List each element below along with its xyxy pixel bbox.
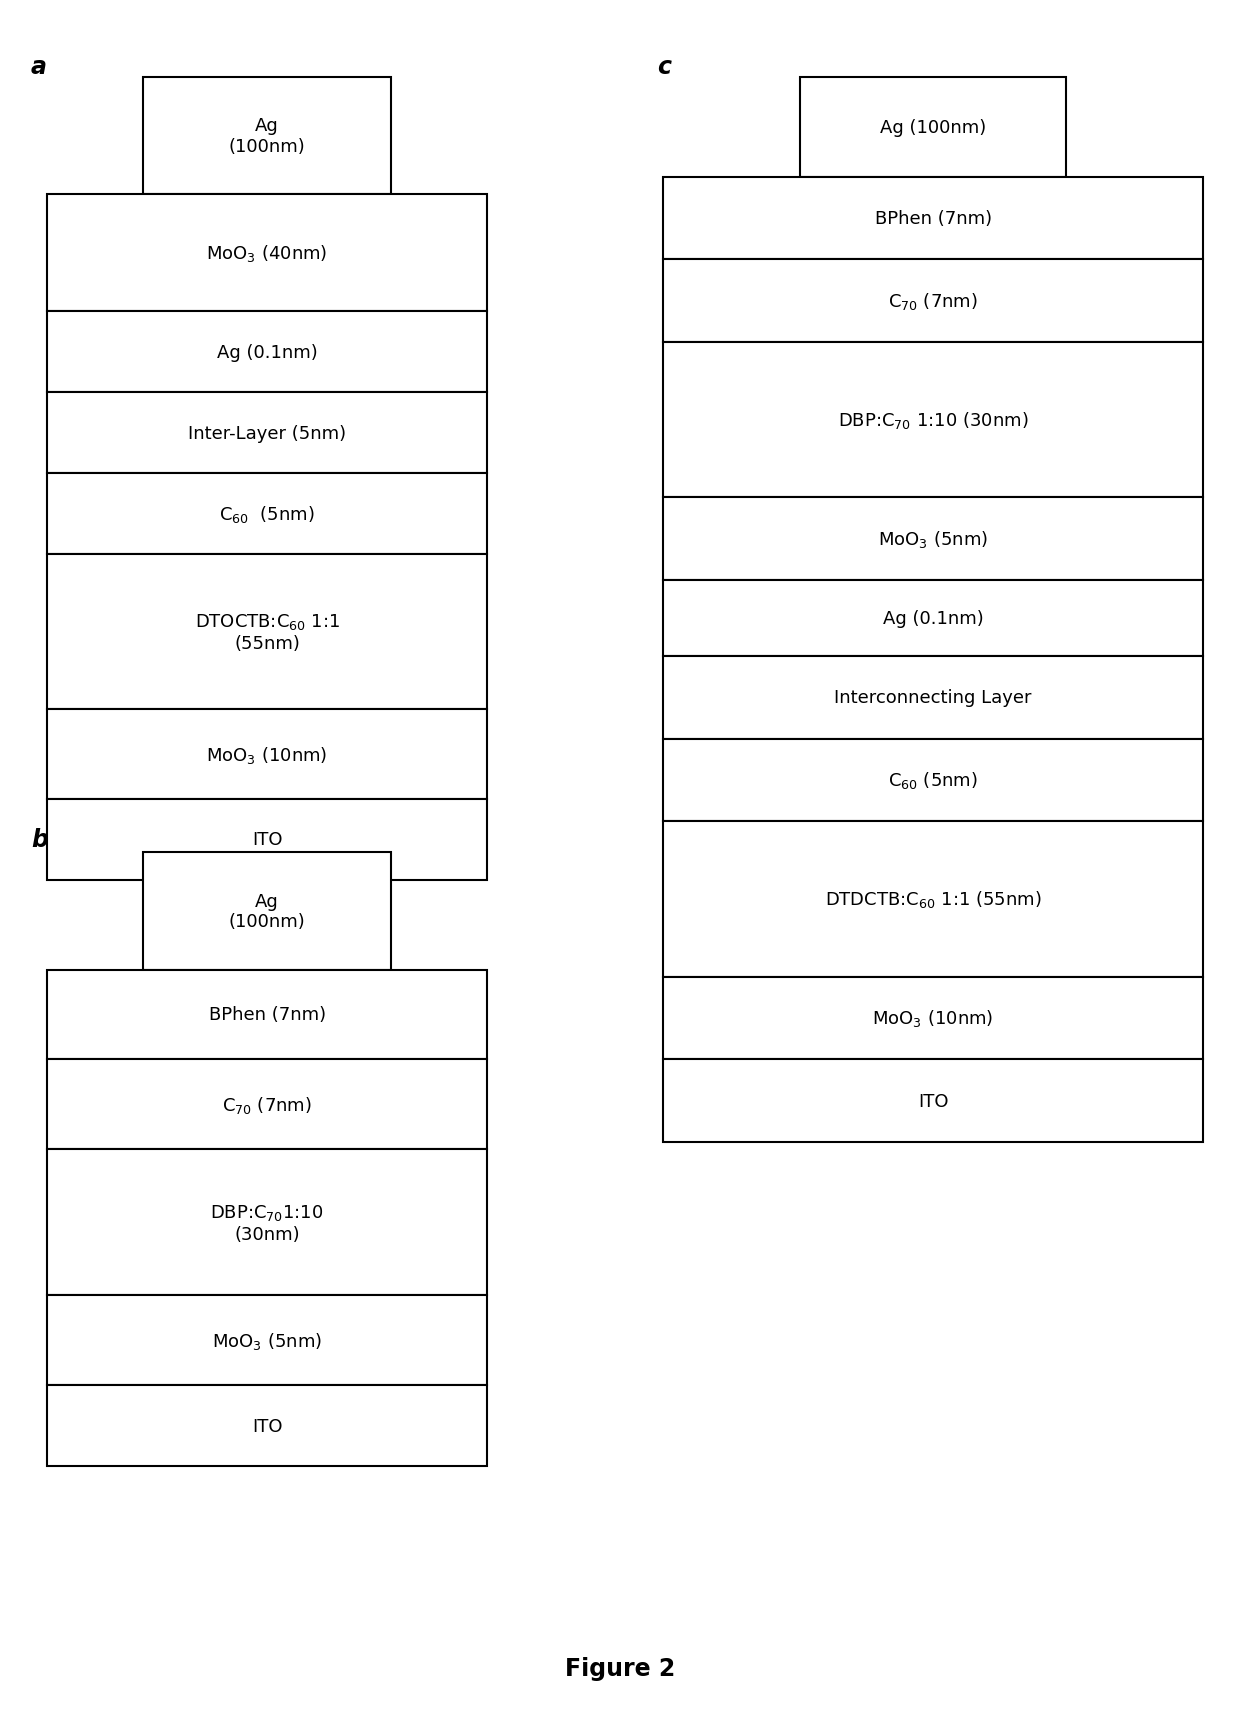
Bar [663, 498, 1203, 581]
Text: C$_{60}$  (5nm): C$_{60}$ (5nm) [219, 503, 315, 526]
Bar [663, 656, 1203, 739]
Text: Ag (100nm): Ag (100nm) [880, 119, 986, 136]
Text: MoO$_3$ (5nm): MoO$_3$ (5nm) [878, 529, 988, 550]
Bar [47, 710, 487, 799]
Text: DBP:C$_{70}$1:10
(30nm): DBP:C$_{70}$1:10 (30nm) [211, 1203, 324, 1242]
Text: BPhen (7nm): BPhen (7nm) [874, 210, 992, 227]
Bar [47, 1149, 487, 1296]
Text: C$_{70}$ (7nm): C$_{70}$ (7nm) [888, 291, 978, 312]
Text: MoO$_3$ (10nm): MoO$_3$ (10nm) [207, 744, 327, 765]
Bar [47, 1060, 487, 1149]
Text: DTDCTB:C$_{60}$ 1:1 (55nm): DTDCTB:C$_{60}$ 1:1 (55nm) [825, 889, 1042, 910]
Bar [143, 78, 391, 195]
Bar [663, 977, 1203, 1060]
Bar [663, 177, 1203, 260]
Text: DBP:C$_{70}$ 1:10 (30nm): DBP:C$_{70}$ 1:10 (30nm) [838, 410, 1028, 431]
Text: BPhen (7nm): BPhen (7nm) [208, 1006, 326, 1023]
Text: b: b [31, 827, 48, 851]
Bar [663, 822, 1203, 977]
Text: c: c [657, 55, 671, 79]
Bar [663, 260, 1203, 343]
Bar [663, 739, 1203, 822]
Bar [47, 1385, 487, 1466]
Text: C$_{60}$ (5nm): C$_{60}$ (5nm) [888, 770, 978, 791]
Bar [143, 853, 391, 970]
Bar [47, 474, 487, 555]
Text: Ag (0.1nm): Ag (0.1nm) [217, 343, 317, 362]
Bar [47, 799, 487, 880]
Text: MoO$_3$ (5nm): MoO$_3$ (5nm) [212, 1330, 322, 1351]
Bar [47, 1296, 487, 1385]
Text: ITO: ITO [252, 1416, 283, 1435]
Bar [47, 970, 487, 1060]
Bar [663, 343, 1203, 498]
Text: C$_{70}$ (7nm): C$_{70}$ (7nm) [222, 1094, 312, 1115]
Bar [800, 78, 1066, 177]
Text: MoO$_3$ (40nm): MoO$_3$ (40nm) [207, 243, 327, 264]
Text: DTOCTB:C$_{60}$ 1:1
(55nm): DTOCTB:C$_{60}$ 1:1 (55nm) [195, 612, 340, 653]
Text: ITO: ITO [918, 1092, 949, 1110]
Bar [47, 555, 487, 710]
Text: Figure 2: Figure 2 [565, 1656, 675, 1680]
Bar [47, 393, 487, 474]
Bar [663, 1060, 1203, 1142]
Text: ITO: ITO [252, 830, 283, 849]
Text: MoO$_3$ (10nm): MoO$_3$ (10nm) [873, 1008, 993, 1029]
Text: Ag (0.1nm): Ag (0.1nm) [883, 610, 983, 627]
Bar [47, 312, 487, 393]
Text: Ag
(100nm): Ag (100nm) [228, 893, 305, 930]
Text: Inter-Layer (5nm): Inter-Layer (5nm) [188, 424, 346, 443]
Text: a: a [31, 55, 47, 79]
Bar [663, 581, 1203, 656]
Text: Interconnecting Layer: Interconnecting Layer [835, 689, 1032, 706]
Text: Ag
(100nm): Ag (100nm) [228, 117, 305, 155]
Bar [47, 195, 487, 312]
